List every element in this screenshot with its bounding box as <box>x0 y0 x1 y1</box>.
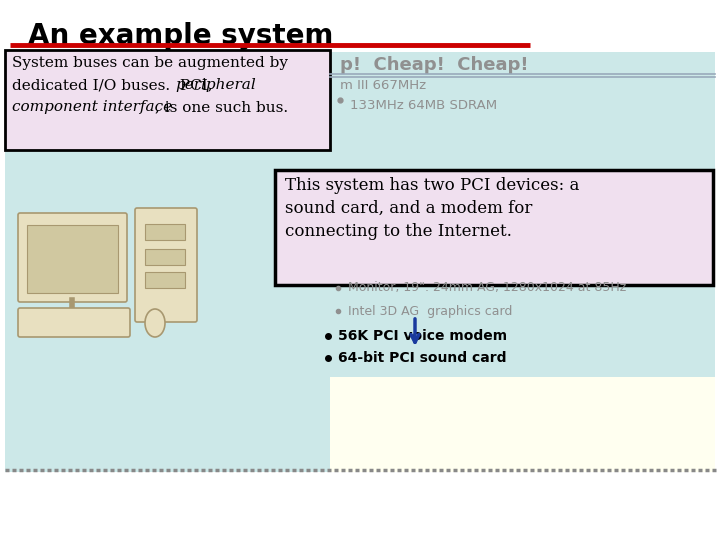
Text: sound card, and a modem for: sound card, and a modem for <box>285 200 532 217</box>
Text: Intel 3D AG  graphics card: Intel 3D AG graphics card <box>348 305 513 318</box>
FancyBboxPatch shape <box>145 249 185 265</box>
Text: An example system: An example system <box>28 22 333 50</box>
Text: connecting to the Internet.: connecting to the Internet. <box>285 223 512 240</box>
FancyBboxPatch shape <box>135 208 197 322</box>
Text: component interface: component interface <box>12 100 172 114</box>
Text: , is one such bus.: , is one such bus. <box>155 100 288 114</box>
FancyBboxPatch shape <box>18 308 130 337</box>
Text: 56K PCI voice modem: 56K PCI voice modem <box>338 329 507 343</box>
Text: dedicated I/O buses.  PCI,: dedicated I/O buses. PCI, <box>12 78 217 92</box>
FancyBboxPatch shape <box>275 170 713 285</box>
FancyBboxPatch shape <box>330 377 715 472</box>
Text: Monitor, 19". 24mm AG, 1280x1024 at 85Hz: Monitor, 19". 24mm AG, 1280x1024 at 85Hz <box>348 281 626 294</box>
Text: System buses can be augmented by: System buses can be augmented by <box>12 56 288 70</box>
FancyBboxPatch shape <box>145 272 185 288</box>
Text: peripheral: peripheral <box>175 78 256 92</box>
Text: p!  Cheap!  Cheap!: p! Cheap! Cheap! <box>340 56 528 74</box>
FancyBboxPatch shape <box>145 224 185 240</box>
Text: 133MHz 64MB SDRAM: 133MHz 64MB SDRAM <box>350 99 497 112</box>
FancyBboxPatch shape <box>5 50 330 150</box>
Text: m III 667MHz: m III 667MHz <box>340 79 426 92</box>
FancyBboxPatch shape <box>5 52 715 472</box>
Text: 64-bit PCI sound card: 64-bit PCI sound card <box>338 351 506 365</box>
Ellipse shape <box>145 309 165 337</box>
FancyBboxPatch shape <box>18 213 127 302</box>
FancyBboxPatch shape <box>27 225 118 293</box>
Text: This system has two PCI devices: a: This system has two PCI devices: a <box>285 177 580 194</box>
